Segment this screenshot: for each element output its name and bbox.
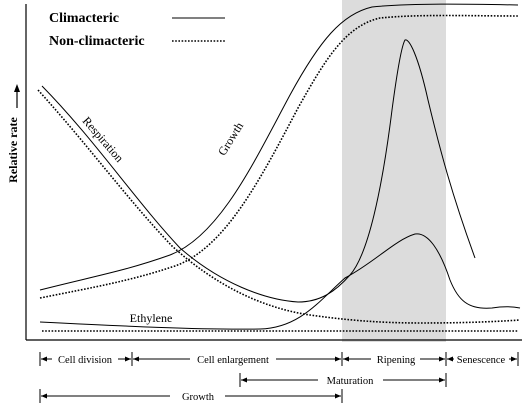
stage-row-maturation (239, 373, 447, 387)
stage-senescence: Senescence (457, 355, 506, 366)
growth-curve-climacteric (39, 3, 519, 291)
ethylene-label: Ethylene (130, 311, 173, 325)
stage-row-1 (39, 352, 519, 366)
stage-ripening: Ripening (377, 355, 416, 366)
respiration-label: Respiration (80, 114, 127, 165)
stage-maturation: Maturation (327, 376, 374, 387)
ethylene-curve-climacteric (39, 233, 521, 330)
svg-text:Relative rate: Relative rate (6, 117, 20, 183)
svg-text:Respiration: Respiration (80, 114, 127, 165)
growth-curve-non-climacteric (39, 14, 519, 299)
svg-text:Growth: Growth (215, 120, 246, 159)
stage-cell-enlargement: Cell enlargement (197, 355, 269, 366)
ripening-shaded-region (342, 0, 446, 342)
legend-non-climacteric-label: Non-climacteric (49, 34, 145, 49)
y-axis-arrow (14, 84, 20, 108)
stage-cell-division: Cell division (58, 355, 113, 366)
stage-growth: Growth (182, 392, 215, 403)
legend-climacteric-label: Climacteric (49, 11, 119, 26)
respiration-curve-climacteric (41, 39, 476, 303)
respiration-curve-non-climacteric (37, 89, 521, 324)
y-axis-title: Relative rate (6, 117, 20, 183)
stage-row-growth (39, 389, 343, 403)
growth-label: Growth (215, 120, 246, 159)
